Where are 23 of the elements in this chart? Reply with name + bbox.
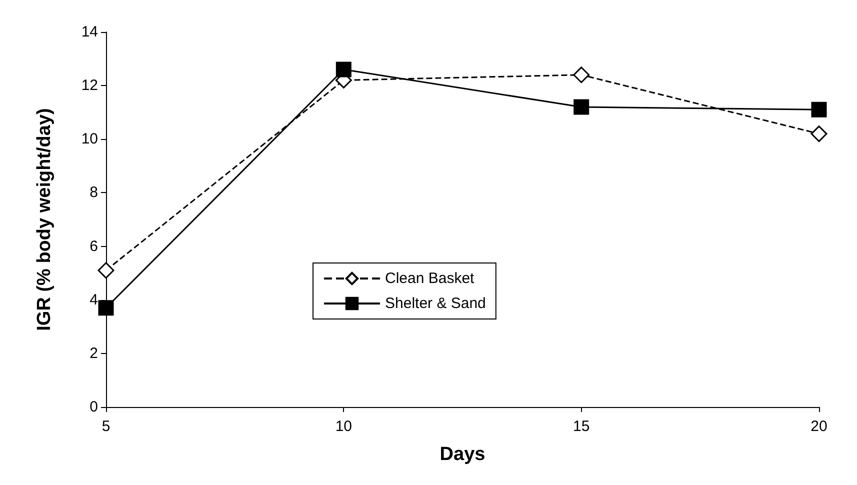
x-axis-title: Days <box>440 444 486 465</box>
point <box>98 262 114 279</box>
x-tick-label: 5 <box>102 418 110 435</box>
x-tick-label: 20 <box>810 418 828 435</box>
point <box>98 300 114 316</box>
point <box>810 126 828 142</box>
legend-label: Shelter & Sand <box>385 295 486 312</box>
point <box>573 66 590 84</box>
y-axis-title: IGR (% body weight/day) <box>34 108 55 331</box>
x-tick-label: 15 <box>572 418 590 435</box>
point <box>811 102 827 118</box>
y-tick-label: 4 <box>90 291 98 308</box>
x-tick-label: 10 <box>335 418 352 435</box>
y-tick-label: 14 <box>81 24 98 40</box>
y-tick-label: 8 <box>90 184 98 202</box>
legend-label: Clean Basket <box>385 270 476 287</box>
y-tick-label: 0 <box>90 398 98 416</box>
y-tick-label: 2 <box>90 344 98 362</box>
y-tick-label: 12 <box>81 77 98 94</box>
y-tick-label: 10 <box>81 130 98 148</box>
point <box>336 62 352 78</box>
point <box>574 99 590 115</box>
y-tick-label: 6 <box>90 238 98 255</box>
